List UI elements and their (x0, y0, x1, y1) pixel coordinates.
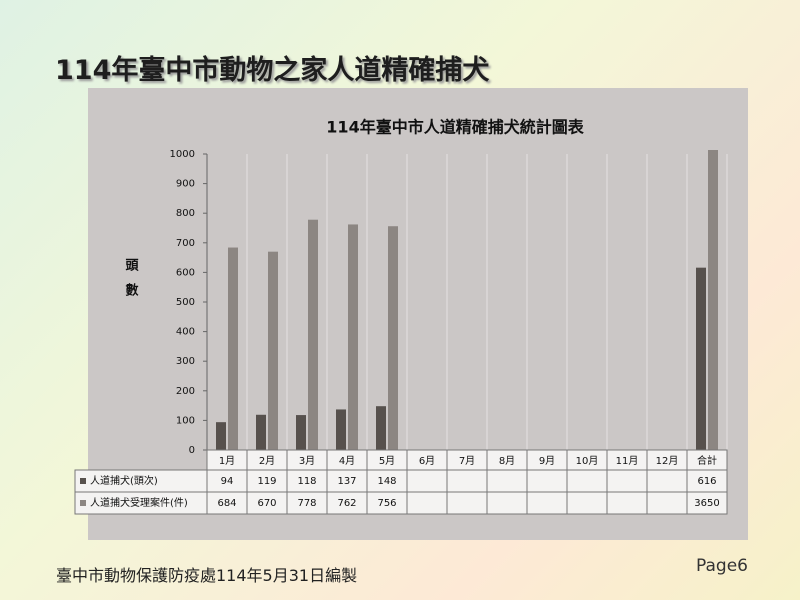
table-value: 119 (257, 476, 276, 487)
legend-label: 人道捕犬(頭次) (90, 474, 158, 487)
table-value: 3650 (694, 498, 719, 509)
bar (376, 406, 386, 450)
y-tick-label: 200 (176, 386, 195, 397)
table-value: 778 (297, 498, 316, 509)
table-value: 148 (377, 476, 396, 487)
x-tick-label: 4月 (339, 455, 355, 467)
x-tick-label: 10月 (576, 455, 599, 467)
y-tick-label: 900 (176, 179, 195, 190)
bar (336, 409, 346, 450)
footer: 臺中市動物保護防疫處114年5月31日編製 (56, 566, 358, 585)
x-tick-label: 8月 (499, 455, 515, 467)
legend-swatch (80, 478, 86, 484)
bar (216, 422, 226, 450)
y-axis-label: 頭數 (123, 258, 139, 308)
table-value: 762 (337, 498, 356, 509)
slide-title: 114年臺中市動物之家人道精確捕犬 (55, 55, 490, 86)
table-value: 118 (297, 476, 316, 487)
y-tick-label: 500 (176, 297, 195, 308)
bar (256, 414, 266, 450)
y-tick-label: 800 (176, 208, 195, 219)
x-tick-label: 5月 (379, 455, 395, 467)
bar (268, 251, 278, 450)
table-value: 616 (697, 476, 716, 487)
y-tick-label: 1000 (170, 149, 195, 160)
x-tick-label: 6月 (419, 455, 435, 467)
page-number: Page6 (696, 556, 748, 576)
x-tick-label: 11月 (616, 455, 639, 467)
y-tick-label: 400 (176, 327, 195, 338)
bar (228, 247, 238, 450)
bar (708, 150, 718, 450)
table-value: 670 (257, 498, 276, 509)
table-value: 94 (221, 476, 234, 487)
x-tick-label: 合計 (697, 454, 717, 467)
x-tick-label: 9月 (539, 455, 555, 467)
table-value: 684 (217, 498, 236, 509)
y-tick-label: 600 (176, 267, 195, 278)
plot (216, 150, 718, 450)
legend-swatch (80, 500, 86, 506)
chart-title: 114年臺中市人道精確捕犬統計圖表 (326, 118, 584, 137)
bar (696, 267, 706, 450)
table-value: 137 (337, 476, 356, 487)
y-tick-label: 300 (176, 356, 195, 367)
table-value: 756 (377, 498, 396, 509)
x-tick-label: 1月 (219, 455, 235, 467)
x-tick-label: 3月 (299, 455, 315, 467)
x-tick-label: 7月 (459, 455, 475, 467)
bar (296, 415, 306, 450)
y-tick-label: 0 (189, 445, 195, 456)
bar (388, 226, 398, 450)
x-tick-label: 2月 (259, 455, 275, 467)
y-tick-label: 100 (176, 415, 195, 426)
y-tick-label: 700 (176, 238, 195, 249)
bar (348, 224, 358, 450)
x-tick-label: 12月 (656, 455, 679, 467)
category-row (206, 449, 728, 471)
bar (308, 219, 318, 450)
legend-label: 人道捕犬受理案件(件) (90, 496, 188, 509)
